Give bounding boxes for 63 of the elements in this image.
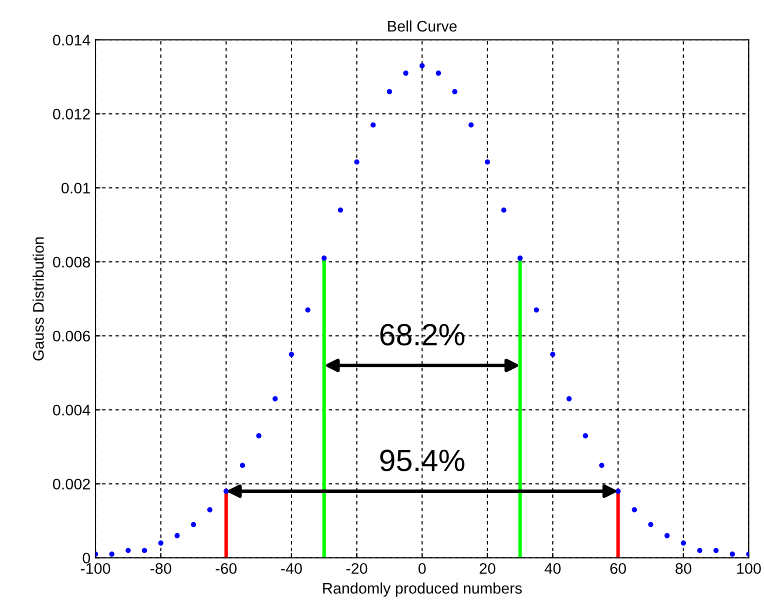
x-tick-label: -100: [80, 563, 110, 574]
point: [680, 540, 686, 546]
y-tick-label: 0.006: [53, 330, 90, 342]
point: [109, 552, 114, 557]
point: [632, 507, 638, 512]
y-tick-label: 0.004: [53, 404, 90, 416]
x-tick-label: 0: [418, 563, 426, 574]
point: [730, 552, 735, 557]
y-tick-label: 0: [82, 552, 90, 564]
point: [158, 540, 164, 546]
annotation: 95.4%: [380, 450, 464, 472]
point: [354, 159, 360, 165]
point: [697, 548, 702, 554]
point: [288, 352, 294, 357]
point: [272, 396, 278, 402]
x-tick-label: -60: [216, 563, 237, 574]
point: [599, 462, 604, 468]
x-tick-label: -40: [281, 563, 302, 574]
point: [338, 207, 344, 213]
point: [648, 522, 654, 528]
annotation: 68.2%: [380, 324, 464, 346]
point: [420, 63, 425, 68]
point: [534, 307, 540, 313]
point: [664, 533, 670, 538]
point: [142, 548, 148, 554]
point: [207, 507, 212, 512]
point: [174, 533, 180, 538]
point: [436, 70, 442, 76]
point: [452, 89, 458, 94]
y-axis-title: Gauss Distribution: [32, 237, 44, 360]
point: [126, 548, 131, 554]
x-tick-label: 40: [544, 563, 561, 574]
point: [713, 548, 719, 554]
y-tick-label: 0.014: [53, 34, 90, 46]
point: [224, 488, 229, 494]
x-tick-label: 20: [480, 563, 496, 574]
y-tick-label: 0.008: [53, 256, 90, 268]
point: [582, 433, 588, 438]
point: [370, 122, 376, 128]
point: [501, 207, 506, 213]
point: [566, 396, 572, 402]
chart-title: Bell Curve: [388, 20, 457, 32]
point: [468, 122, 474, 128]
point: [615, 488, 621, 494]
point: [190, 522, 196, 528]
point: [403, 70, 408, 76]
x-tick-label: 60: [610, 563, 626, 574]
y-tick-label: 0.002: [53, 478, 90, 490]
point: [240, 462, 246, 468]
point: [305, 307, 310, 313]
x-tick-label: 80: [676, 563, 692, 574]
y-tick-label: 0.01: [62, 182, 90, 194]
point: [322, 256, 327, 261]
x-axis-title: Randomly produced numbers: [323, 582, 522, 597]
x-tick-label: 100: [737, 563, 761, 574]
y-tick-label: 0.012: [53, 108, 90, 120]
x-tick-label: -80: [150, 563, 172, 574]
point: [484, 159, 490, 165]
point: [256, 433, 262, 438]
point: [550, 352, 556, 357]
point: [386, 89, 392, 94]
x-tick-label: -20: [346, 563, 368, 574]
point: [517, 256, 523, 261]
